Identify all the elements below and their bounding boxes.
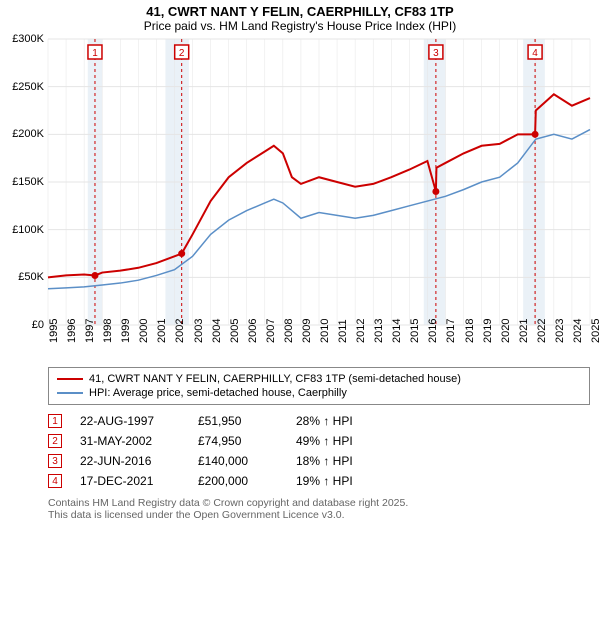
y-tick-label: £300K <box>12 33 44 45</box>
sale-row: 4 17-DEC-2021 £200,000 19% ↑ HPI <box>48 471 590 491</box>
legend: 41, CWRT NANT Y FELIN, CAERPHILLY, CF83 … <box>48 367 590 405</box>
x-tick-label: 2012 <box>355 319 367 343</box>
x-tick-label: 2004 <box>211 319 223 343</box>
legend-row: HPI: Average price, semi-detached house,… <box>57 386 581 400</box>
sale-delta: 18% ↑ HPI <box>296 454 386 468</box>
x-tick-label: 2014 <box>391 319 403 343</box>
sale-price: £51,950 <box>198 414 278 428</box>
y-tick-label: £250K <box>12 81 44 93</box>
sale-price: £140,000 <box>198 454 278 468</box>
sale-price: £200,000 <box>198 474 278 488</box>
legend-swatch <box>57 392 83 394</box>
plot: 1 2 3 4 <box>48 39 590 325</box>
x-tick-label: 1996 <box>66 319 78 343</box>
chart-svg: 1 2 3 4 <box>48 39 590 325</box>
y-tick-label: £150K <box>12 176 44 188</box>
sale-marker: 2 <box>48 434 62 448</box>
x-tick-label: 2025 <box>590 319 600 343</box>
svg-text:2: 2 <box>179 48 185 59</box>
sale-marker: 3 <box>48 454 62 468</box>
x-tick-label: 2020 <box>500 319 512 343</box>
x-tick-label: 1998 <box>102 319 114 343</box>
x-tick-label: 2009 <box>301 319 313 343</box>
legend-label: HPI: Average price, semi-detached house,… <box>89 387 347 399</box>
y-tick-label: £200K <box>12 128 44 140</box>
footer-line: This data is licensed under the Open Gov… <box>48 509 590 521</box>
legend-label: 41, CWRT NANT Y FELIN, CAERPHILLY, CF83 … <box>89 373 461 385</box>
x-tick-label: 1999 <box>120 319 132 343</box>
x-tick-label: 2016 <box>427 319 439 343</box>
x-tick-label: 1995 <box>48 319 60 343</box>
sale-date: 22-JUN-2016 <box>80 454 180 468</box>
sale-price: £74,950 <box>198 434 278 448</box>
x-tick-label: 1997 <box>84 319 96 343</box>
x-tick-label: 2011 <box>337 319 349 343</box>
x-tick-label: 2007 <box>265 319 277 343</box>
y-tick-label: £0 <box>32 319 44 331</box>
sale-row: 1 22-AUG-1997 £51,950 28% ↑ HPI <box>48 411 590 431</box>
x-tick-label: 2013 <box>373 319 385 343</box>
x-tick-label: 2008 <box>283 319 295 343</box>
sale-marker: 1 <box>48 414 62 428</box>
x-tick-label: 2001 <box>156 319 168 343</box>
y-axis: £0£50K£100K£150K£200K£250K£300K <box>0 39 46 325</box>
x-tick-label: 2019 <box>482 319 494 343</box>
x-tick-label: 2000 <box>138 319 150 343</box>
x-tick-label: 2018 <box>464 319 476 343</box>
svg-text:3: 3 <box>433 48 439 59</box>
svg-text:4: 4 <box>532 48 538 59</box>
sale-row: 2 31-MAY-2002 £74,950 49% ↑ HPI <box>48 431 590 451</box>
sale-delta: 19% ↑ HPI <box>296 474 386 488</box>
x-tick-label: 2003 <box>193 319 205 343</box>
sales-table: 1 22-AUG-1997 £51,950 28% ↑ HPI 2 31-MAY-2002… <box>48 411 590 491</box>
sale-date: 22-AUG-1997 <box>80 414 180 428</box>
x-tick-label: 2010 <box>319 319 331 343</box>
x-tick-label: 2023 <box>554 319 566 343</box>
x-tick-label: 2024 <box>572 319 584 343</box>
sale-delta: 49% ↑ HPI <box>296 434 386 448</box>
x-tick-label: 2021 <box>518 319 530 343</box>
x-tick-label: 2015 <box>409 319 421 343</box>
x-tick-label: 2002 <box>174 319 186 343</box>
legend-row: 41, CWRT NANT Y FELIN, CAERPHILLY, CF83 … <box>57 372 581 386</box>
sale-row: 3 22-JUN-2016 £140,000 18% ↑ HPI <box>48 451 590 471</box>
svg-text:1: 1 <box>92 48 98 59</box>
x-tick-label: 2022 <box>536 319 548 343</box>
x-tick-label: 2006 <box>247 319 259 343</box>
y-tick-label: £50K <box>18 271 44 283</box>
x-tick-label: 2005 <box>229 319 241 343</box>
chart-area: £0£50K£100K£150K£200K£250K£300K 1234 199… <box>48 39 590 359</box>
footer-line: Contains HM Land Registry data © Crown c… <box>48 497 590 509</box>
footer: Contains HM Land Registry data © Crown c… <box>48 497 590 521</box>
page-subtitle: Price paid vs. HM Land Registry's House … <box>0 19 600 39</box>
legend-swatch <box>57 378 83 380</box>
sale-delta: 28% ↑ HPI <box>296 414 386 428</box>
x-axis: 1995199619971998199920002001200220032004… <box>48 325 590 359</box>
y-tick-label: £100K <box>12 224 44 236</box>
x-tick-label: 2017 <box>445 319 457 343</box>
page-title: 41, CWRT NANT Y FELIN, CAERPHILLY, CF83 … <box>0 0 600 19</box>
sale-date: 31-MAY-2002 <box>80 434 180 448</box>
sale-date: 17-DEC-2021 <box>80 474 180 488</box>
sale-marker: 4 <box>48 474 62 488</box>
